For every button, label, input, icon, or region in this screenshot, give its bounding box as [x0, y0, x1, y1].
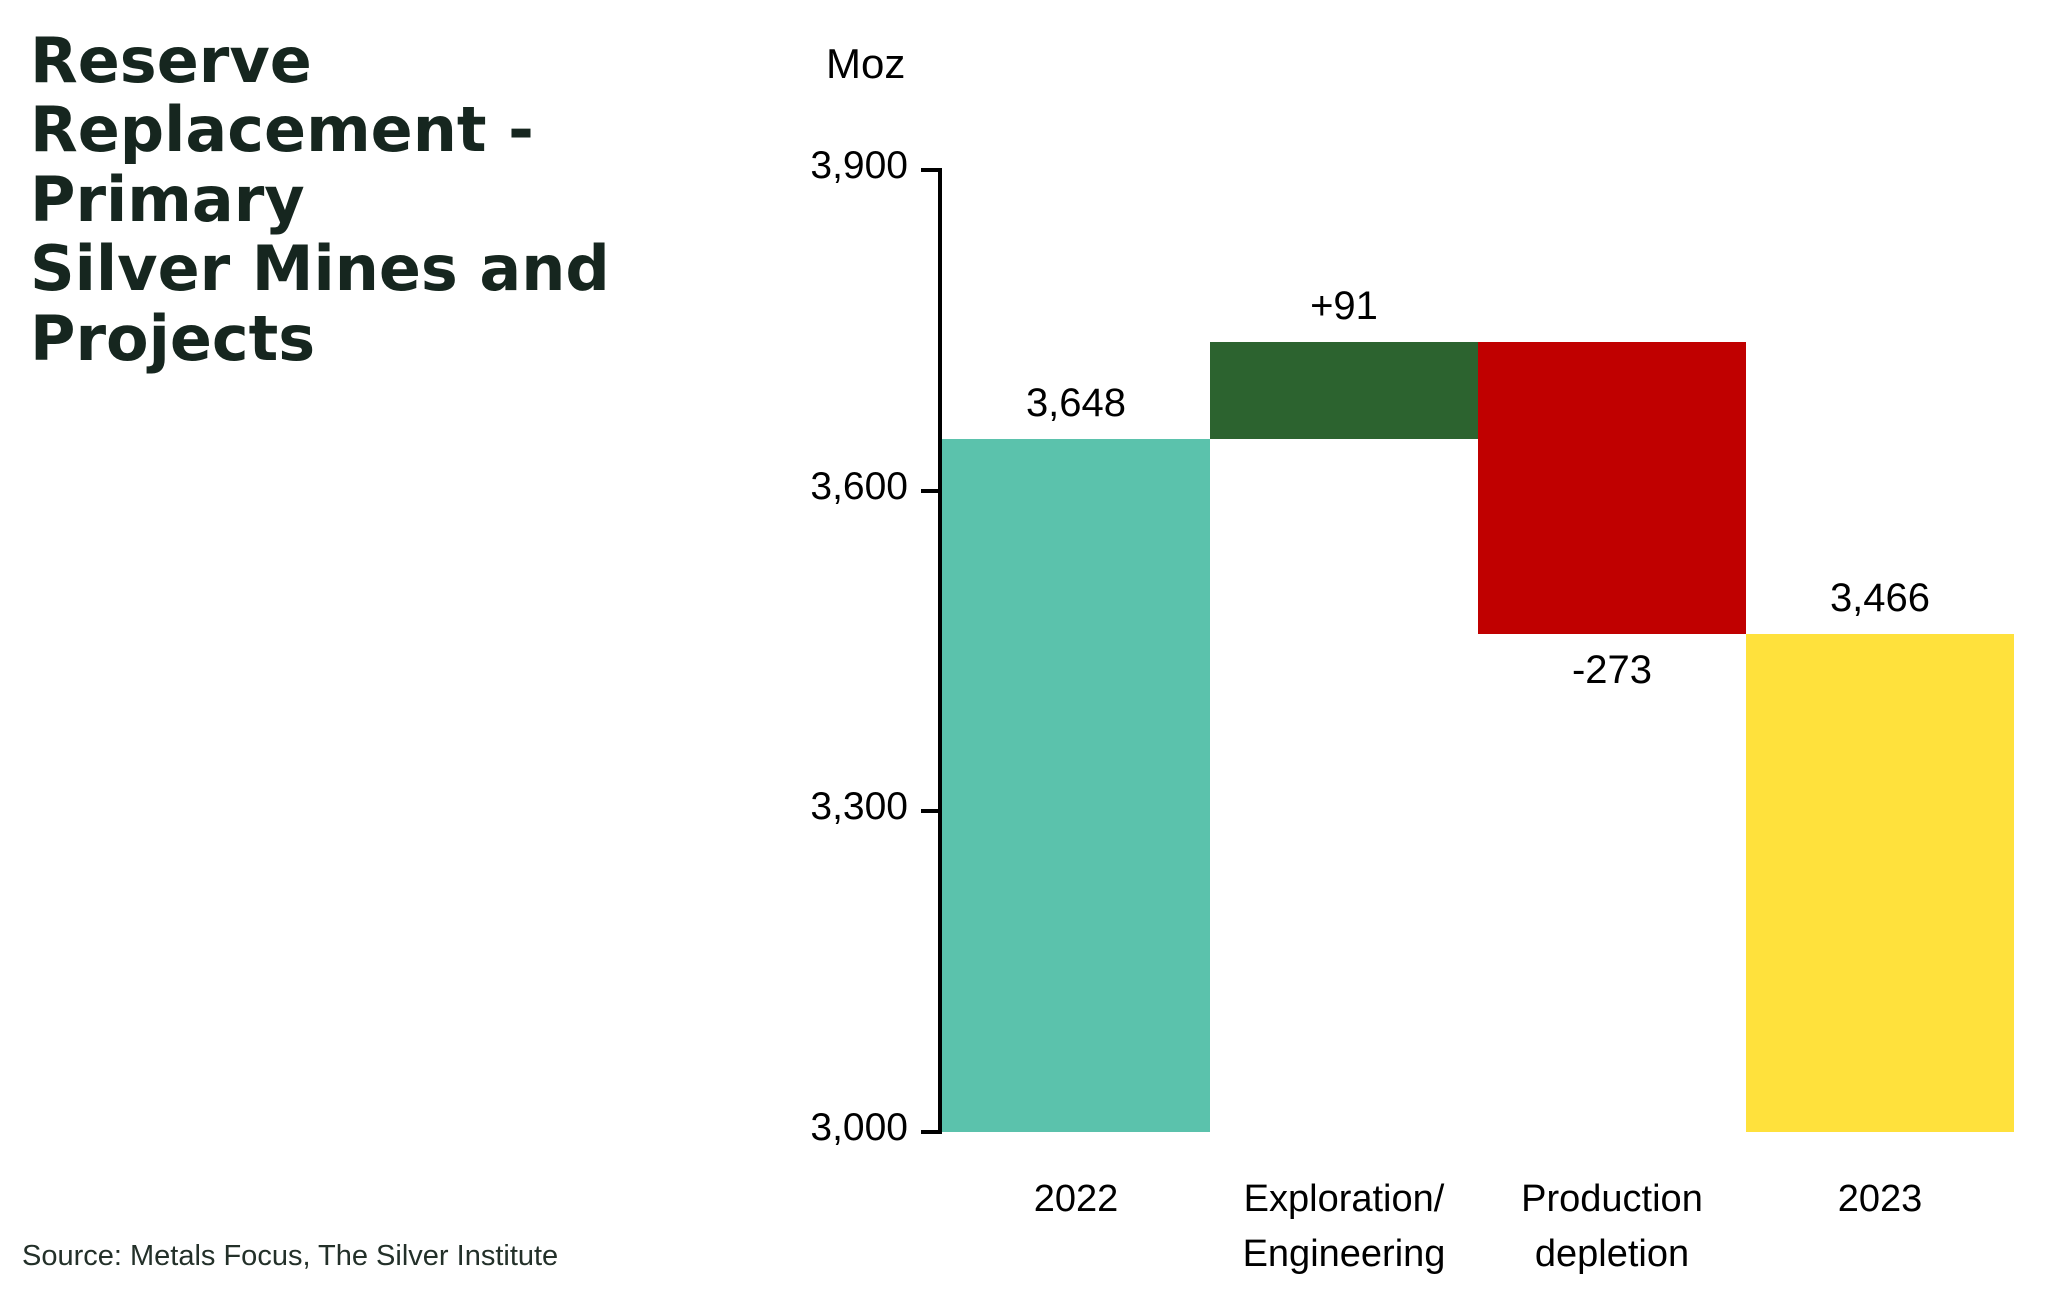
category-label-production-depletion: Production depletion — [1521, 1178, 1703, 1276]
y-tick-label: 3,900 — [810, 144, 908, 187]
y-tick-mark — [921, 488, 938, 493]
value-label-production-depletion: -273 — [1571, 647, 1653, 692]
bar-2023 — [1746, 633, 2014, 1132]
chart-title: Reserve Replacement - Primary Silver Min… — [30, 24, 610, 375]
value-label-2023: 3,466 — [1829, 575, 1931, 620]
source-note: Source: Metals Focus, The Silver Institu… — [22, 1240, 559, 1272]
y-tick-mark — [921, 1130, 938, 1134]
y-tick-label: 3,300 — [810, 785, 908, 829]
category-label-exploration-engineering: Exploration/ Engineering — [1242, 1178, 1446, 1276]
y-tick-label: 3,000 — [810, 1106, 908, 1149]
y-tick-label: 3,600 — [810, 464, 908, 508]
category-label-2023: 2023 — [1837, 1178, 1923, 1220]
y-tick-mark — [921, 809, 938, 814]
bar-exploration-engineering — [1210, 342, 1478, 440]
y-axis-unit-label: Moz — [826, 40, 906, 87]
bar-2022 — [942, 439, 1210, 1132]
bar-production-depletion — [1478, 342, 1746, 634]
y-axis-line — [938, 168, 942, 1134]
value-label-2022: 3,648 — [1025, 381, 1127, 426]
y-tick-mark — [921, 168, 938, 172]
category-label-2022: 2022 — [1033, 1178, 1119, 1220]
value-label-exploration-engineering: +91 — [1310, 284, 1378, 329]
